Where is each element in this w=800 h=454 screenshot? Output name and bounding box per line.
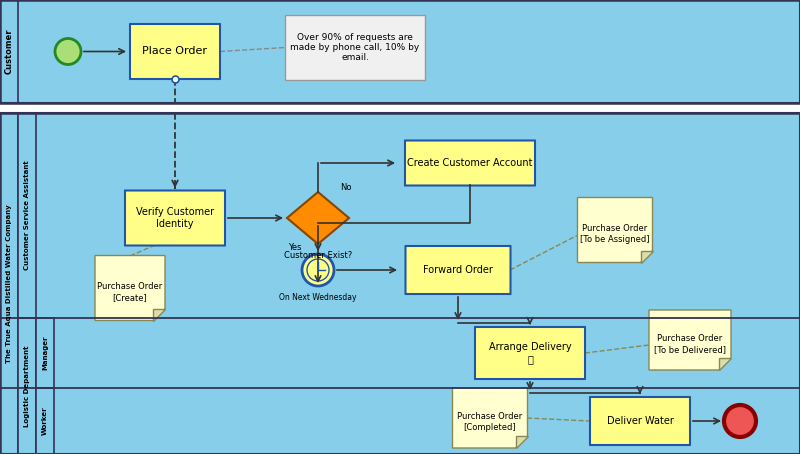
Text: Place Order: Place Order [142,46,207,56]
Text: Manager: Manager [42,336,48,370]
FancyBboxPatch shape [125,191,225,246]
Text: Purchase Order
[Create]: Purchase Order [Create] [98,282,162,302]
Bar [18,318,36,454]
FancyBboxPatch shape [406,246,510,294]
Circle shape [724,405,756,437]
Bar [0,0,800,103]
Polygon shape [453,388,527,448]
Text: Customer Service Assistant: Customer Service Assistant [24,161,30,271]
Polygon shape [641,251,653,262]
Text: Arrange Delivery
➕: Arrange Delivery ➕ [489,342,571,364]
Polygon shape [95,256,165,321]
Bar [0,0,800,103]
Polygon shape [287,192,349,244]
Text: Purchase Order
[To be Delivered]: Purchase Order [To be Delivered] [654,334,726,354]
Bar [0,0,800,103]
Circle shape [302,254,334,286]
Circle shape [55,39,81,64]
Bar [18,113,36,318]
Text: Logistic Department: Logistic Department [24,345,30,427]
Bar [0,103,800,113]
Polygon shape [578,197,653,262]
Text: Verify Customer
Identity: Verify Customer Identity [136,207,214,229]
Text: Over 90% of requests are
made by phone call, 10% by
email.: Over 90% of requests are made by phone c… [290,33,420,62]
Polygon shape [719,358,731,370]
Text: Forward Order: Forward Order [423,265,493,275]
Bar [0,113,18,454]
Text: Deliver Water: Deliver Water [606,416,674,426]
Bar [36,388,54,454]
Text: Customer Exist?: Customer Exist? [284,252,352,261]
Text: Yes: Yes [288,243,302,252]
Text: No: No [340,183,351,192]
Text: The True Aqua Distilled Water Company: The True Aqua Distilled Water Company [6,204,12,363]
Text: Create Customer Account: Create Customer Account [407,158,533,168]
FancyBboxPatch shape [130,24,220,79]
Bar [36,318,54,388]
FancyBboxPatch shape [475,327,585,379]
Polygon shape [153,309,165,321]
Text: Customer: Customer [5,29,14,74]
Text: On Next Wednesday: On Next Wednesday [279,293,357,302]
FancyBboxPatch shape [590,397,690,445]
Bar [0,113,800,454]
Bar [285,15,425,80]
Text: Purchase Order
[Completed]: Purchase Order [Completed] [458,412,522,432]
Text: Purchase Order
[To be Assigned]: Purchase Order [To be Assigned] [580,224,650,244]
FancyBboxPatch shape [405,140,535,186]
Polygon shape [515,436,527,448]
Bar [0,113,800,454]
Bar [0,113,800,454]
Polygon shape [649,310,731,370]
Text: Worker: Worker [42,407,48,435]
Bar [0,0,18,103]
